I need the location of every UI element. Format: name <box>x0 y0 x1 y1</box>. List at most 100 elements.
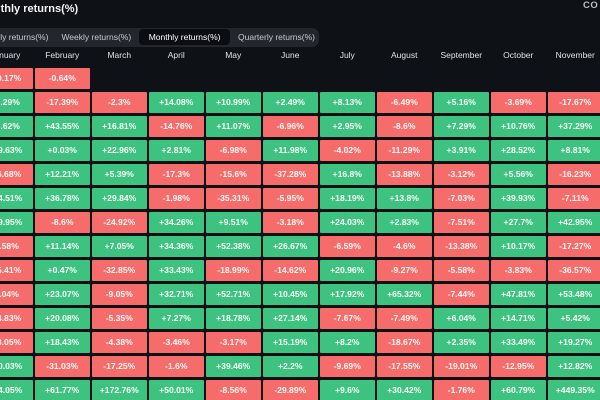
return-cell[interactable]: +34.36% <box>149 235 204 257</box>
return-cell[interactable]: -31.03% <box>35 355 90 377</box>
return-cell[interactable]: +10.99% <box>206 91 261 113</box>
return-cell[interactable]: +2.81% <box>149 139 204 161</box>
return-cell[interactable]: +0.62% <box>0 115 33 137</box>
return-cell[interactable]: +11.98% <box>263 139 318 161</box>
return-cell[interactable]: +12.21% <box>35 163 90 185</box>
return-cell[interactable]: +10.03% <box>0 355 33 377</box>
return-cell[interactable]: +5.16% <box>434 91 489 113</box>
return-cell[interactable]: +60.79% <box>491 379 546 400</box>
return-cell[interactable]: +2.35% <box>434 331 489 353</box>
return-cell[interactable]: -3.18% <box>263 211 318 233</box>
return-cell[interactable]: +8.81% <box>548 139 600 161</box>
return-cell[interactable]: -4.02% <box>320 139 375 161</box>
return-cell[interactable]: -17.27% <box>548 235 600 257</box>
return-cell[interactable]: +53.48% <box>548 283 600 305</box>
return-cell[interactable]: -9.69% <box>320 355 375 377</box>
return-cell[interactable]: -14.76% <box>149 115 204 137</box>
return-cell[interactable]: -19.01% <box>434 355 489 377</box>
return-cell[interactable]: +26.67% <box>263 235 318 257</box>
return-cell[interactable]: +42.95% <box>548 211 600 233</box>
return-cell[interactable]: +2.95% <box>320 115 375 137</box>
return-cell[interactable]: -15.6% <box>206 163 261 185</box>
return-cell[interactable]: +6.04% <box>434 307 489 329</box>
return-cell[interactable]: -18.99% <box>206 259 261 281</box>
return-cell[interactable]: +14.51% <box>0 187 33 209</box>
tab-monthly[interactable]: Monthly returns(%) <box>139 29 230 46</box>
return-cell[interactable]: +65.32% <box>377 283 432 305</box>
return-cell[interactable]: -1.6% <box>149 355 204 377</box>
return-cell[interactable]: -35.31% <box>206 187 261 209</box>
return-cell[interactable]: +8.2% <box>320 331 375 353</box>
return-cell[interactable]: -8.58% <box>0 235 33 257</box>
return-cell[interactable]: +2.83% <box>377 211 432 233</box>
return-cell[interactable]: -33.05% <box>0 331 33 353</box>
return-cell[interactable]: +36.78% <box>35 187 90 209</box>
return-cell[interactable]: +14.71% <box>491 307 546 329</box>
return-cell[interactable]: -8.6% <box>35 211 90 233</box>
return-cell[interactable]: -12.95% <box>491 355 546 377</box>
return-cell[interactable]: -8.6% <box>377 115 432 137</box>
return-cell[interactable]: -7.49% <box>377 307 432 329</box>
return-cell[interactable]: +33.49% <box>491 331 546 353</box>
return-cell[interactable]: -17.39% <box>35 91 90 113</box>
return-cell[interactable]: +30.42% <box>377 379 432 400</box>
return-cell[interactable]: +7.27% <box>149 307 204 329</box>
return-cell[interactable]: -20.17% <box>0 67 33 89</box>
return-cell[interactable]: -0.04% <box>0 283 33 305</box>
return-cell[interactable]: -2.3% <box>92 91 147 113</box>
return-cell[interactable]: +18.78% <box>206 307 261 329</box>
return-cell[interactable]: +39.46% <box>206 355 261 377</box>
return-cell[interactable]: -5.58% <box>434 259 489 281</box>
tab-weekly[interactable]: Weekly returns(%) <box>61 31 132 42</box>
return-cell[interactable]: -17.67% <box>548 91 600 113</box>
return-cell[interactable]: -6.49% <box>377 91 432 113</box>
return-cell[interactable]: +8.13% <box>320 91 375 113</box>
return-cell[interactable]: -25.41% <box>0 259 33 281</box>
return-cell[interactable]: +172.76% <box>92 379 147 400</box>
return-cell[interactable]: -3.12% <box>434 163 489 185</box>
return-cell[interactable]: +33.43% <box>149 259 204 281</box>
return-cell[interactable]: +3.91% <box>434 139 489 161</box>
return-cell[interactable]: +14.08% <box>149 91 204 113</box>
return-cell[interactable]: +37.29% <box>548 115 600 137</box>
return-cell[interactable]: +27.7% <box>491 211 546 233</box>
return-cell[interactable]: -32.85% <box>92 259 147 281</box>
return-cell[interactable]: -9.27% <box>377 259 432 281</box>
return-cell[interactable]: -6.59% <box>320 235 375 257</box>
return-cell[interactable]: +10.76% <box>491 115 546 137</box>
tab-quarterly[interactable]: Quarterly returns(%) <box>238 31 315 42</box>
return-cell[interactable]: +28.52% <box>491 139 546 161</box>
return-cell[interactable]: +39.63% <box>0 139 33 161</box>
return-cell[interactable]: +0.47% <box>35 259 90 281</box>
return-cell[interactable]: -8.56% <box>206 379 261 400</box>
return-cell[interactable]: -5.35% <box>92 307 147 329</box>
return-cell[interactable]: -17.3% <box>149 163 204 185</box>
return-cell[interactable]: -9.05% <box>92 283 147 305</box>
return-cell[interactable]: -0.64% <box>35 67 90 89</box>
return-cell[interactable]: +5.56% <box>491 163 546 185</box>
return-cell[interactable]: -7.11% <box>548 187 600 209</box>
return-cell[interactable]: -13.88% <box>377 163 432 185</box>
return-cell[interactable]: +61.77% <box>35 379 90 400</box>
return-cell[interactable]: +17.92% <box>320 283 375 305</box>
return-cell[interactable]: +2.49% <box>263 91 318 113</box>
return-cell[interactable]: +10.45% <box>263 283 318 305</box>
return-cell[interactable]: -3.46% <box>149 331 204 353</box>
return-cell[interactable]: -5.95% <box>263 187 318 209</box>
return-cell[interactable]: +5.42% <box>548 307 600 329</box>
return-cell[interactable]: +9.6% <box>320 379 375 400</box>
return-cell[interactable]: -6.98% <box>206 139 261 161</box>
return-cell[interactable]: -13.38% <box>434 235 489 257</box>
tab-daily[interactable]: Daily returns(%) <box>0 31 49 42</box>
return-cell[interactable]: +47.81% <box>491 283 546 305</box>
return-cell[interactable]: +24.03% <box>320 211 375 233</box>
return-cell[interactable]: +11.14% <box>35 235 90 257</box>
return-cell[interactable]: +16.81% <box>92 115 147 137</box>
return-cell[interactable]: +12.82% <box>548 355 600 377</box>
return-cell[interactable]: -17.25% <box>92 355 147 377</box>
return-cell[interactable]: -6.96% <box>263 115 318 137</box>
return-cell[interactable]: -3.83% <box>491 259 546 281</box>
return-cell[interactable]: +9.29% <box>0 91 33 113</box>
return-cell[interactable]: +5.39% <box>92 163 147 185</box>
return-cell[interactable]: +7.29% <box>434 115 489 137</box>
